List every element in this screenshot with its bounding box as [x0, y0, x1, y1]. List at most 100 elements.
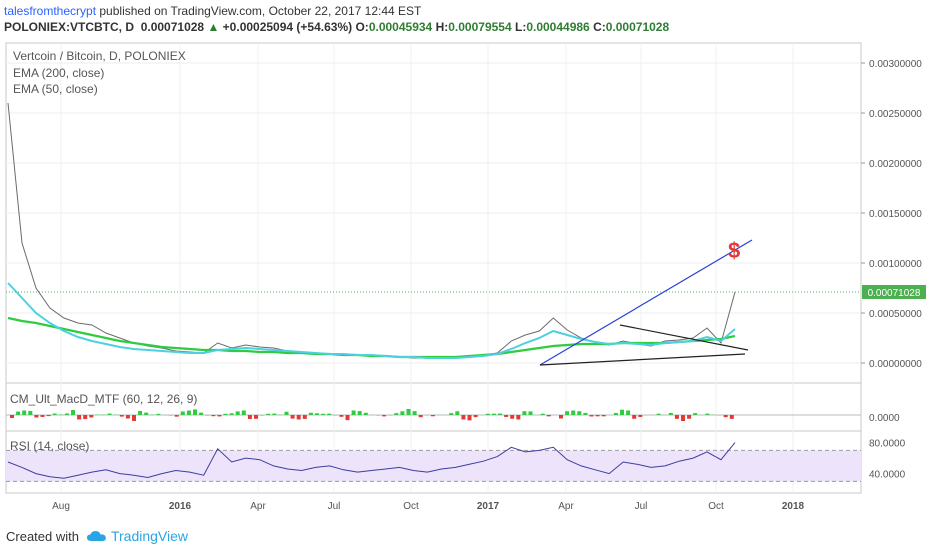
macd-bar: [235, 411, 240, 415]
cloud-icon: [86, 531, 106, 541]
time-tick-label: Oct: [403, 501, 419, 512]
macd-bar: [491, 413, 496, 415]
macd-bar: [430, 415, 435, 417]
macd-bar: [577, 411, 582, 415]
macd-bar: [461, 415, 466, 420]
macd-bar: [217, 415, 222, 417]
macd-bar: [498, 413, 502, 415]
macd-bar: [595, 415, 600, 417]
macd-bar: [620, 409, 624, 415]
author-link[interactable]: talesfromthecrypt: [4, 4, 97, 18]
macd-bar: [34, 415, 39, 418]
macd-bar: [339, 415, 344, 417]
rsi-label: RSI (14, close): [10, 439, 89, 453]
macd-bar: [223, 413, 228, 415]
time-tick-label: 2017: [477, 501, 500, 512]
high-label: H:: [435, 20, 449, 34]
macd-bar: [71, 410, 75, 415]
macd-bar: [308, 412, 313, 415]
macd-bar: [229, 413, 234, 415]
macd-bar: [156, 413, 161, 415]
macd-bar: [64, 413, 69, 415]
macd-bar: [315, 413, 319, 415]
triangle-lower-line[interactable]: [539, 353, 746, 366]
macd-bar: [406, 409, 411, 415]
tradingview-logo[interactable]: TradingView: [86, 528, 189, 544]
last-price: 0.00071028: [140, 20, 205, 34]
macd-bar: [186, 410, 191, 415]
publish-info: published on TradingView.com, October 22…: [96, 4, 422, 18]
publish-line: talesfromthecrypt published on TradingVi…: [4, 4, 421, 18]
time-tick-label: Apr: [250, 501, 266, 512]
macd-bar: [296, 415, 301, 420]
macd-bar: [729, 415, 734, 419]
macd-bar: [125, 415, 130, 419]
symbol-label: POLONIEX:VTCBTC, D: [4, 20, 135, 34]
price-tick-label: 0.00000000: [869, 359, 922, 370]
macd-bar: [589, 415, 594, 417]
macd-bar: [455, 411, 460, 415]
time-tick-label: Aug: [52, 501, 70, 512]
time-tick-label: Jul: [328, 501, 341, 512]
macd-bar: [510, 415, 515, 419]
created-with-text: Created with: [6, 528, 79, 544]
macd-bar: [418, 415, 423, 418]
last-price-badge: [862, 284, 926, 299]
close-label: C:: [593, 20, 606, 34]
low-label: L:: [514, 20, 527, 34]
macd-bar: [681, 415, 685, 421]
macd-bar: [656, 413, 661, 415]
macd-bar: [174, 415, 179, 417]
macd-bar: [522, 411, 527, 415]
macd-bar: [119, 415, 124, 417]
time-tick-label: Jul: [635, 501, 648, 512]
macd-bar: [327, 413, 332, 415]
open-value: 0.00045934: [368, 20, 433, 34]
macd-bar: [241, 410, 246, 415]
macd-bar: [504, 415, 509, 417]
macd-bar: [382, 415, 387, 417]
macd-bar: [473, 415, 478, 418]
last-price-badge-text: 0.00071028: [868, 288, 921, 299]
triangle-upper-line[interactable]: [619, 324, 749, 351]
macd-bar: [290, 415, 295, 419]
tradingview-brand: TradingView: [110, 528, 189, 544]
macd-bar: [247, 415, 252, 419]
macd-bar: [89, 415, 94, 418]
macd-bar: [345, 415, 350, 421]
macd-bar: [571, 410, 576, 415]
ema200-label: EMA (200, close): [13, 66, 104, 80]
macd-bar: [52, 413, 57, 415]
time-tick-label: 2018: [782, 501, 805, 512]
macd-bar: [583, 412, 588, 415]
series-ema-50-close-: [7, 282, 736, 359]
macd-bar: [83, 415, 88, 420]
macd-bar: [180, 411, 185, 415]
trend-line-up[interactable]: [539, 239, 753, 366]
macd-pane[interactable]: [5, 382, 862, 432]
macd-bar: [528, 411, 533, 415]
low-value: 0.00044986: [526, 20, 590, 34]
macd-bar: [16, 411, 21, 415]
macd-bar: [400, 411, 405, 415]
high-value: 0.00079554: [448, 20, 512, 34]
close-value: 0.00071028: [605, 20, 670, 34]
macd-bar: [626, 410, 631, 415]
rsi-line: [7, 442, 736, 479]
macd-bar: [46, 415, 51, 417]
macd-bar: [254, 415, 258, 419]
macd-bar: [674, 415, 679, 419]
open-label: O:: [355, 20, 369, 34]
macd-bar: [363, 412, 368, 415]
macd-bar: [10, 415, 14, 418]
chart-title: Vertcoin / Bitcoin, D, POLONIEX: [13, 49, 186, 63]
macd-bar: [638, 415, 643, 417]
chart-area[interactable]: 0.00300000 0.00250000 0.00200000 0.00150000…: [0, 0, 932, 520]
symbol-line: POLONIEX:VTCBTC, D 0.00071028 ▲ +0.00025…: [4, 20, 669, 34]
change-value: +0.00025094 (+54.63%): [222, 20, 353, 34]
price-axis: 0.00300000 0.00250000 0.00200000 0.00150000…: [861, 59, 922, 370]
macd-label: CM_Ult_MacD_MTF (60, 12, 26, 9): [10, 392, 197, 406]
macd-bar: [266, 413, 271, 415]
macd-bar: [138, 410, 143, 415]
macd-bar: [723, 415, 728, 418]
